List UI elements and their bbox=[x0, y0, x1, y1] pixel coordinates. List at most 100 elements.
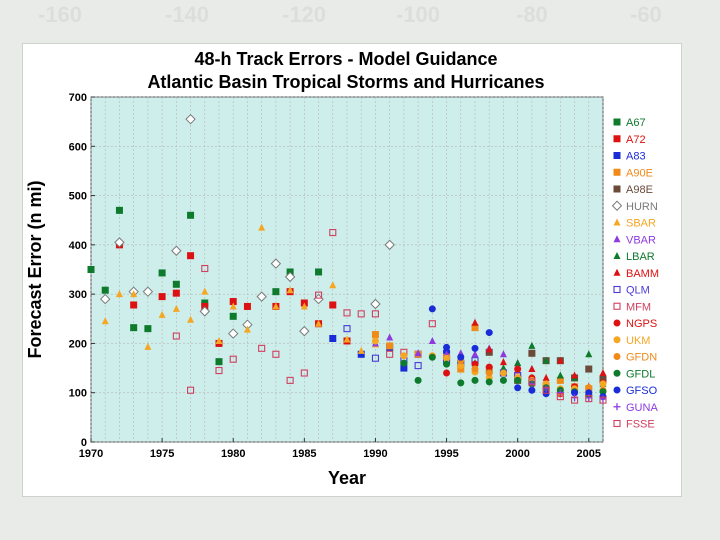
data-point-bamm bbox=[499, 358, 507, 366]
data-point-gfdl bbox=[428, 353, 436, 361]
data-point-guna bbox=[528, 380, 536, 388]
data-point-a67 bbox=[187, 211, 195, 219]
data-point-bamm bbox=[485, 345, 493, 353]
legend-item-a98e: A98E bbox=[613, 184, 653, 196]
legend-label: LBAR bbox=[626, 251, 655, 263]
data-point-gfdl bbox=[514, 376, 522, 384]
data-point-a72 bbox=[130, 301, 138, 309]
bg-longitude-tick: -160 bbox=[38, 2, 83, 27]
legend-marker bbox=[613, 168, 621, 176]
data-point-sbar bbox=[172, 304, 180, 312]
data-point-lbar bbox=[585, 350, 593, 358]
legend-item-hurn: HURN bbox=[611, 200, 658, 213]
y-tick-label: 400 bbox=[69, 240, 87, 252]
data-point-sbar bbox=[115, 290, 123, 298]
legend-item-vbar: VBAR bbox=[613, 234, 656, 246]
legend-label: GFDN bbox=[626, 352, 657, 364]
data-point-a98e bbox=[585, 365, 593, 373]
data-point-gfso bbox=[457, 353, 465, 361]
data-point-mfm bbox=[428, 320, 436, 328]
data-point-gfso bbox=[471, 344, 479, 352]
legend-label: GUNA bbox=[626, 402, 658, 414]
legend-marker bbox=[613, 285, 621, 294]
x-tick-label: 2000 bbox=[505, 448, 529, 460]
data-point-mfm bbox=[187, 386, 195, 394]
data-point-gfdl bbox=[485, 378, 493, 386]
data-point-gfdl bbox=[471, 376, 479, 384]
legend-label: HURN bbox=[626, 201, 658, 213]
data-point-bamm bbox=[599, 369, 607, 376]
data-point-a67 bbox=[130, 324, 138, 332]
x-axis-label: Year bbox=[328, 468, 366, 488]
data-point-gfdl bbox=[599, 388, 607, 396]
data-point-vbar bbox=[471, 350, 479, 358]
legend-item-gfdn: GFDN bbox=[613, 352, 657, 364]
data-point-ukm bbox=[457, 362, 465, 370]
y-tick-label: 700 bbox=[69, 92, 87, 104]
legend-label: SBAR bbox=[626, 218, 656, 230]
y-tick-label: 100 bbox=[69, 388, 87, 400]
data-point-mfm bbox=[329, 228, 337, 237]
data-point-fsse bbox=[528, 378, 536, 386]
data-point-ukm bbox=[443, 354, 451, 362]
data-point-a83 bbox=[400, 364, 408, 372]
data-point-gfdl bbox=[457, 379, 465, 387]
data-point-gfdl bbox=[400, 359, 408, 367]
track-error-chart: 48-h Track Errors - Model Guidance Atlan… bbox=[25, 49, 659, 488]
data-point-hurn bbox=[185, 113, 196, 125]
legend-item-qlm: QLM bbox=[613, 285, 650, 297]
data-point-ukm bbox=[499, 369, 507, 377]
data-point-hurn bbox=[256, 291, 267, 302]
bg-longitude-tick: -60 bbox=[630, 2, 662, 27]
data-point-sbar bbox=[101, 317, 109, 325]
data-point-hurn bbox=[171, 245, 182, 256]
data-point-hurn bbox=[270, 258, 282, 269]
data-point-gfso bbox=[514, 384, 522, 392]
data-point-mfm bbox=[215, 366, 223, 375]
legend-label: QLM bbox=[626, 285, 650, 297]
data-point-a72 bbox=[187, 252, 195, 260]
legend-marker bbox=[613, 419, 621, 428]
data-point-hurn bbox=[299, 325, 310, 337]
x-tick-label: 1990 bbox=[363, 448, 387, 460]
data-point-ukm bbox=[599, 380, 607, 388]
data-point-gfdn bbox=[585, 384, 593, 392]
legend-label: A67 bbox=[626, 117, 646, 129]
data-point-a98e bbox=[599, 375, 607, 383]
data-point-fsse bbox=[542, 386, 550, 394]
data-point-lbar bbox=[556, 371, 564, 379]
y-tick-label: 500 bbox=[69, 191, 87, 203]
series-sbar bbox=[101, 223, 379, 354]
data-point-ngps bbox=[471, 360, 479, 368]
x-tick-label: 2005 bbox=[577, 448, 601, 460]
x-tick-label: 1995 bbox=[434, 448, 458, 460]
data-point-hurn bbox=[228, 328, 239, 339]
data-point-a83 bbox=[357, 350, 365, 358]
chart-slide: 48-h Track Errors - Model Guidance Atlan… bbox=[22, 43, 682, 497]
chart-title-line-2: Atlantic Basin Tropical Storms and Hurri… bbox=[147, 72, 544, 92]
data-point-sbar bbox=[215, 336, 223, 344]
data-point-gfdn bbox=[471, 365, 479, 373]
data-point-vbar bbox=[386, 333, 394, 341]
data-point-a67 bbox=[315, 268, 323, 276]
data-point-ukm bbox=[371, 337, 379, 345]
legend-marker bbox=[613, 135, 621, 143]
data-point-hurn bbox=[142, 286, 154, 297]
data-point-a72 bbox=[329, 301, 337, 309]
data-point-bamm bbox=[556, 356, 564, 364]
data-point-sbar bbox=[201, 287, 209, 295]
legend-item-a72: A72 bbox=[613, 134, 646, 146]
series-guna bbox=[528, 380, 607, 403]
data-point-lbar bbox=[528, 341, 536, 349]
legend-marker bbox=[613, 386, 621, 394]
data-point-a72 bbox=[229, 298, 237, 306]
data-point-sbar bbox=[258, 223, 266, 231]
data-point-a90e bbox=[556, 376, 564, 384]
bg-longitude-tick: -100 bbox=[396, 2, 441, 27]
data-point-bamm bbox=[542, 373, 550, 381]
data-point-a83 bbox=[329, 335, 337, 342]
data-point-a90e bbox=[386, 342, 394, 350]
data-point-a90e bbox=[371, 331, 379, 339]
data-point-gfso bbox=[528, 386, 536, 394]
